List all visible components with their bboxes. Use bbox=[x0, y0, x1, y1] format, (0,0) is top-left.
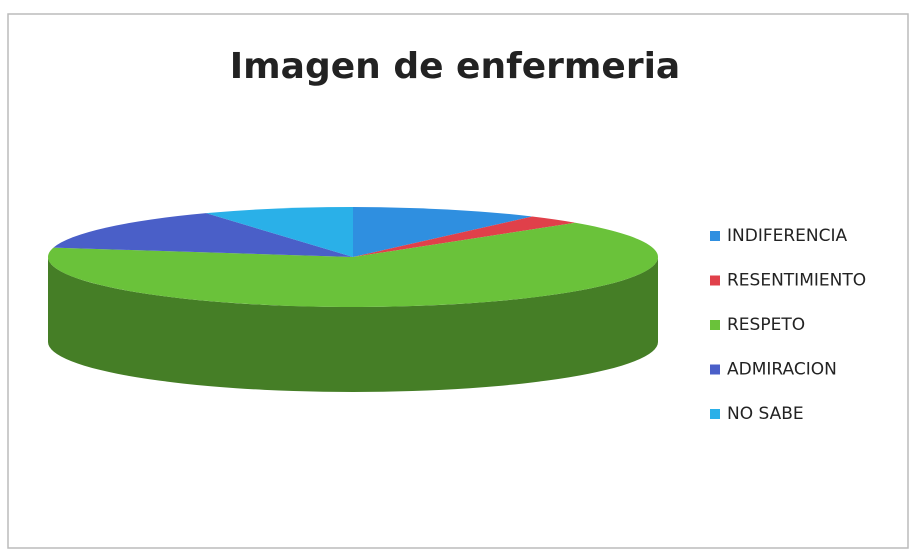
pie-slice bbox=[353, 207, 533, 257]
pie-side bbox=[48, 257, 658, 392]
legend-label: ADMIRACION bbox=[727, 360, 837, 380]
legend-label: RESPETO bbox=[727, 315, 805, 335]
pie-slice bbox=[206, 207, 353, 257]
pie-slice bbox=[48, 222, 658, 307]
legend: INDIFERENCIA RESENTIMIENTO RESPETO ADMIRACI… bbox=[710, 226, 866, 424]
legend-label: NO SABE bbox=[727, 404, 804, 424]
legend-label: INDIFERENCIA bbox=[727, 226, 848, 246]
legend-swatch bbox=[710, 409, 720, 419]
pie-slice bbox=[53, 213, 353, 257]
chart-title: Imagen de enfermeria bbox=[230, 46, 680, 87]
legend-swatch bbox=[710, 320, 720, 330]
legend-swatch bbox=[710, 275, 720, 286]
legend-label: RESENTIMIENTO bbox=[727, 271, 866, 291]
legend-swatch bbox=[710, 231, 720, 241]
pie-slice bbox=[353, 216, 576, 257]
pie bbox=[48, 207, 658, 392]
legend-swatch bbox=[710, 364, 720, 375]
